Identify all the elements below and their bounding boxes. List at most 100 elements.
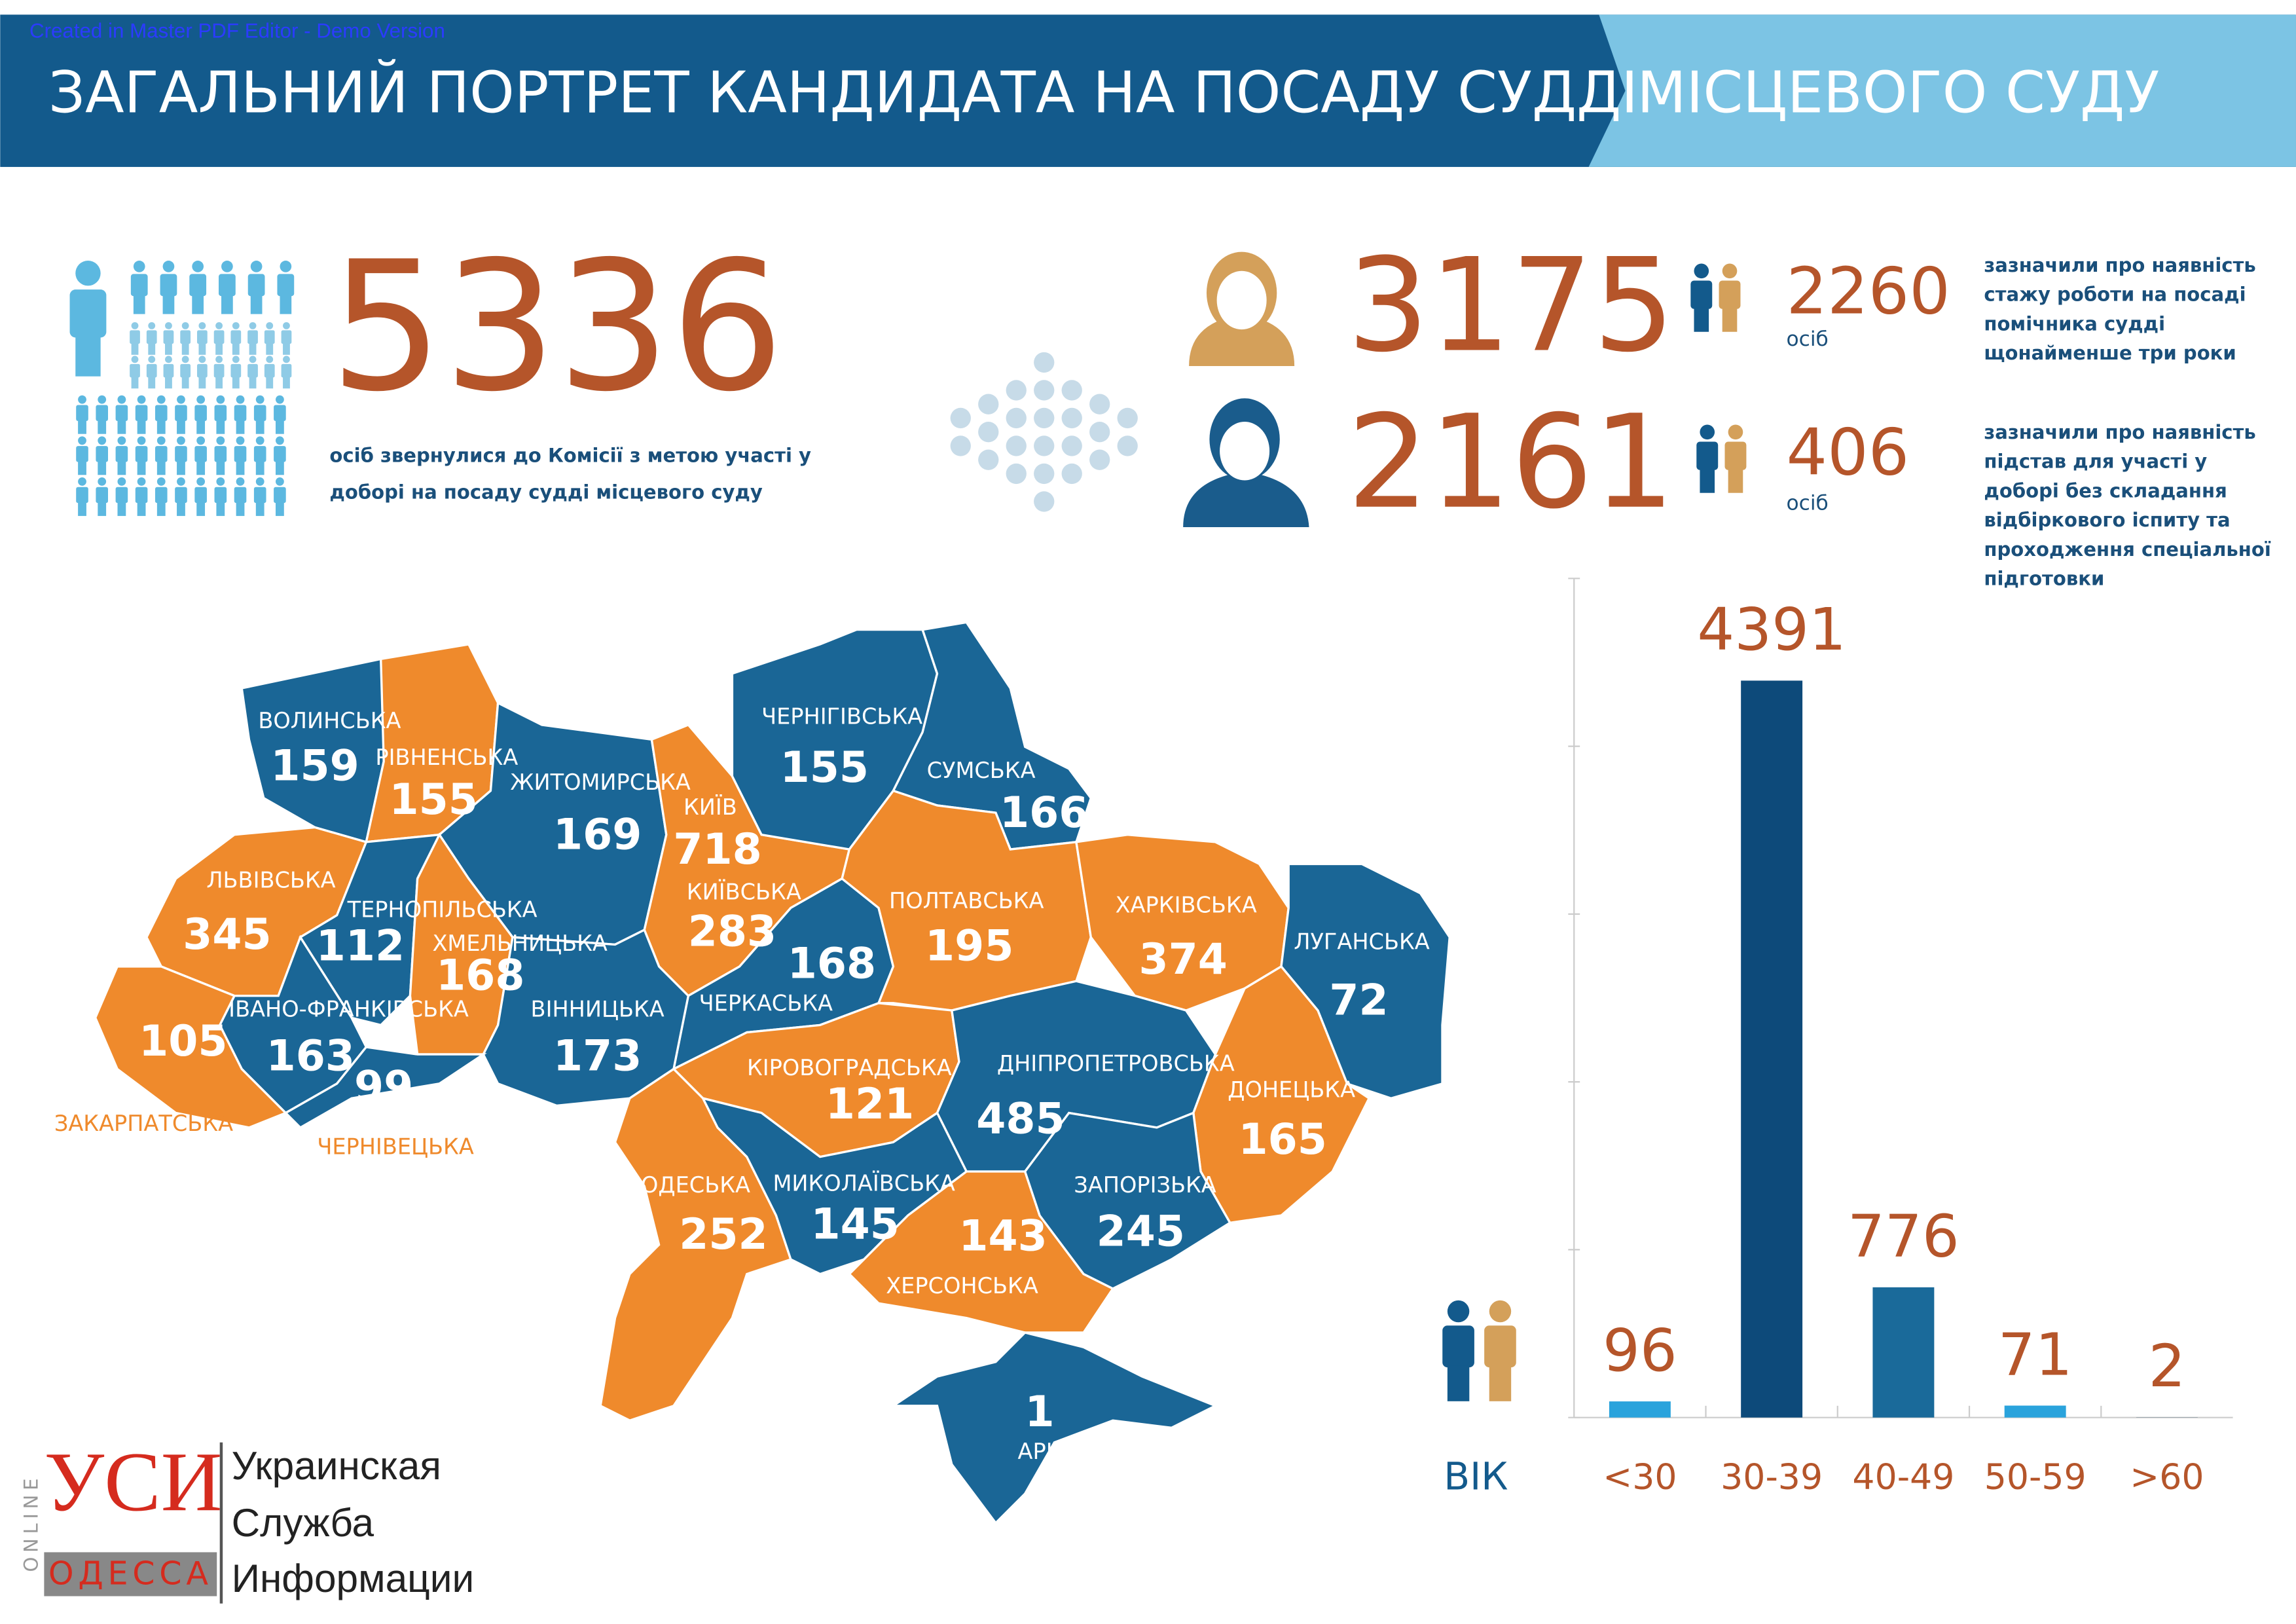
decor-dot <box>950 435 971 456</box>
person-legs <box>117 502 126 516</box>
person-body <box>96 405 109 421</box>
person-body <box>213 363 225 378</box>
header-title-highlight: МІСЦЕВОГО СУДУ <box>1637 60 2159 126</box>
person-body <box>160 274 177 297</box>
person-icon <box>253 477 266 516</box>
person-icon <box>247 322 258 355</box>
person-head <box>177 477 185 486</box>
fact-value: 2260 <box>1787 255 1950 329</box>
person-body <box>146 363 157 378</box>
person-legs <box>177 420 185 434</box>
person-legs <box>216 502 225 516</box>
woman-icon <box>1189 251 1295 367</box>
fact-text: підготовки <box>1984 568 2104 590</box>
person-icon <box>264 322 275 355</box>
region-name: ХМЕЛЬНИЦЬКА <box>432 931 607 956</box>
person-body <box>1719 280 1741 309</box>
person-icon <box>130 322 140 355</box>
person-head <box>216 436 225 445</box>
person-head <box>117 477 126 486</box>
region-name: РІВНЕНСЬКА <box>375 745 518 770</box>
decor-dot <box>1061 407 1082 429</box>
person-icon <box>274 395 286 434</box>
person-body <box>264 330 275 344</box>
region-name: ЗАКАРПАТСЬКА <box>54 1111 233 1136</box>
person-head <box>276 436 284 445</box>
decor-dot <box>978 394 999 415</box>
person-head <box>117 395 126 404</box>
decor-dot <box>1034 491 1055 512</box>
person-icon <box>130 261 148 314</box>
person-head <box>198 356 206 363</box>
man-icon <box>1183 398 1309 528</box>
person-body <box>155 446 168 462</box>
person-legs <box>1489 1365 1512 1401</box>
person-legs <box>156 461 166 475</box>
person-body <box>175 446 187 462</box>
person-legs <box>266 377 274 389</box>
person-body <box>130 274 148 297</box>
person-head <box>156 436 166 445</box>
person-head <box>165 356 172 363</box>
person-icon <box>234 395 247 434</box>
decor-dot <box>1061 435 1082 456</box>
region-name: СУМСЬКА <box>927 758 1036 783</box>
region-name: АРК <box>1018 1439 1062 1464</box>
person-body <box>175 405 187 421</box>
person-head <box>137 395 146 404</box>
x-tick-label: 40-49 <box>1852 1456 1954 1497</box>
person-legs <box>156 502 166 516</box>
person-icon <box>281 322 292 355</box>
person-body <box>277 274 295 297</box>
region-name: ІВАНО-ФРАНКІВСЬКА <box>228 997 469 1022</box>
decor-dot <box>1089 394 1110 415</box>
person-legs <box>78 502 86 516</box>
fact-value: 406 <box>1787 416 1910 490</box>
person-head <box>249 322 257 329</box>
decor-dot <box>1034 463 1055 485</box>
region-name: ЧЕРНІВЕЦЬКА <box>317 1134 474 1160</box>
region-name: КИЇВСЬКА <box>687 879 801 905</box>
person-head <box>98 477 107 486</box>
x-tick-label: 30-39 <box>1721 1456 1823 1497</box>
person-legs <box>236 420 245 434</box>
region <box>283 1046 487 1130</box>
region-name: ХЕРСОНСЬКА <box>886 1273 1038 1299</box>
person-legs <box>249 377 257 389</box>
region-value: 374 <box>1139 935 1227 984</box>
person-legs <box>1447 1365 1470 1401</box>
person-body <box>1724 441 1747 470</box>
decor-dot <box>1034 407 1055 429</box>
decor-dot <box>1034 380 1055 401</box>
person-icon <box>1484 1300 1516 1401</box>
region-value: 168 <box>788 940 876 989</box>
person-body <box>115 487 128 504</box>
x-tick-label: >60 <box>2130 1456 2204 1497</box>
logo-divider <box>219 1442 223 1604</box>
person-head <box>1700 424 1715 440</box>
person-legs <box>196 502 206 516</box>
person-legs <box>181 343 189 355</box>
person-body <box>130 330 140 344</box>
person-head <box>221 261 233 272</box>
person-body <box>96 487 109 504</box>
region <box>841 789 1093 1012</box>
person-icon <box>135 477 148 516</box>
decor-dot <box>1034 435 1055 456</box>
person-icon <box>115 436 128 475</box>
person-icon <box>96 395 109 434</box>
person-body <box>1484 1325 1516 1368</box>
region-name: ХАРКІВСЬКА <box>1116 893 1257 918</box>
person-head <box>249 356 257 363</box>
person-body <box>155 405 168 421</box>
person-icon <box>197 322 208 355</box>
fact-text: проходження спеціальної <box>1984 538 2270 561</box>
person-icon <box>155 436 168 475</box>
person-head <box>98 395 107 404</box>
person-icon <box>160 261 177 314</box>
person-icon <box>1724 424 1747 493</box>
person-icon <box>175 395 187 434</box>
person-icon <box>253 436 266 475</box>
person-head <box>283 322 290 329</box>
person-legs <box>137 502 146 516</box>
